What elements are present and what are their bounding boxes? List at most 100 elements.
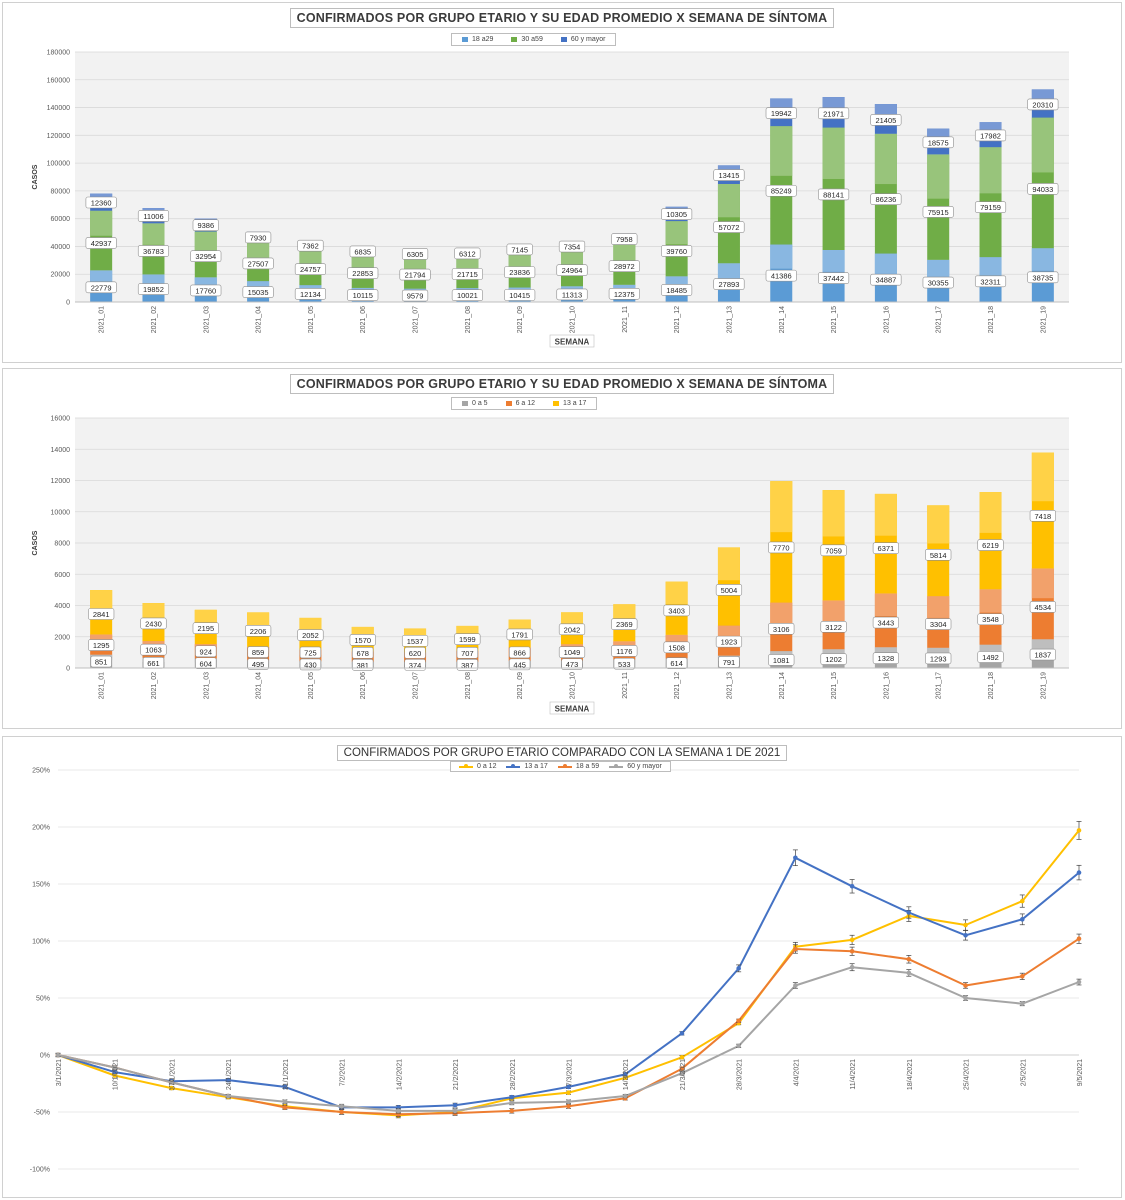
bar-segment-highlight (142, 274, 165, 287)
y-tick-label: 40000 (51, 244, 71, 251)
data-label-box (85, 281, 117, 294)
y-tick-label: 100000 (47, 161, 70, 168)
bar-segment-highlight (822, 97, 845, 110)
data-label-box (85, 196, 117, 209)
x-tick-label: 2021_15 (831, 306, 838, 333)
bar-segment-highlight (927, 154, 950, 199)
data-label: 10115 (353, 291, 373, 300)
data-label: 38735 (1032, 273, 1053, 282)
data-label: 42937 (91, 239, 112, 248)
data-point (793, 946, 798, 952)
x-tick-label: 2021_17 (936, 306, 943, 333)
x-tick-label: 4/4/2021 (793, 1059, 800, 1086)
data-label-box (137, 283, 170, 295)
data-label-box (611, 618, 638, 630)
data-point (1019, 898, 1025, 904)
data-label: 1293 (930, 654, 947, 663)
data-point (1076, 936, 1082, 942)
data-label-box (870, 273, 902, 286)
data-label-box (506, 628, 533, 641)
bar-segment-highlight (874, 647, 897, 656)
y-tick-label: 250% (32, 768, 50, 775)
bar-segment-highlight (874, 104, 897, 117)
x-tick-label: 2021_15 (831, 672, 838, 699)
data-point (1076, 870, 1082, 875)
y-tick-label: 10000 (51, 509, 71, 516)
data-label-box (504, 266, 536, 278)
data-point (963, 983, 968, 988)
data-label-box (977, 539, 1004, 551)
x-tick-label: 2021_18 (988, 306, 995, 333)
data-label: 39760 (666, 247, 687, 256)
data-label: 6835 (354, 247, 371, 256)
data-label-box (872, 616, 899, 629)
x-tick-label: 2021_10 (570, 672, 577, 699)
data-label: 1508 (668, 643, 685, 652)
bar-segment-highlight (717, 183, 740, 218)
data-label-box (195, 657, 217, 670)
data-label: 12375 (614, 290, 635, 299)
data-label: 614 (670, 659, 683, 668)
data-label: 2195 (197, 624, 214, 633)
data-label: 1295 (93, 641, 110, 650)
data-label: 7770 (773, 543, 790, 552)
bar-segment-highlight (979, 492, 1002, 533)
bar-segment-highlight (822, 127, 845, 179)
data-label-box (974, 201, 1007, 213)
data-label-box (504, 289, 536, 301)
data-point (1019, 917, 1025, 922)
data-label-box (140, 643, 167, 656)
legend-item: 60 y mayor (609, 763, 662, 770)
x-tick-label: 14/3/2021 (623, 1059, 630, 1090)
x-tick-label: 2021_09 (517, 672, 524, 699)
x-tick-label: 2021_07 (413, 672, 420, 699)
data-label-box (608, 287, 640, 300)
bar-segment-highlight (1031, 639, 1054, 652)
bar-segment-highlight (770, 126, 793, 176)
data-label-box (977, 613, 1004, 626)
data-label: 678 (356, 649, 369, 658)
bar-segment-highlight (665, 581, 688, 605)
data-label-box (90, 655, 112, 668)
data-label-box (1027, 271, 1059, 284)
bar-segment-highlight (247, 281, 270, 290)
x-tick-label: 3/1/2021 (56, 1059, 63, 1086)
x-tick-label: 2021_05 (308, 672, 315, 699)
data-point (963, 995, 968, 1001)
bar-segment-highlight (927, 596, 950, 618)
data-point (112, 1069, 118, 1075)
data-point (736, 966, 741, 971)
bar-segment-highlight (456, 625, 479, 637)
data-point (282, 1084, 288, 1090)
data-label-box (765, 184, 797, 197)
data-point (849, 948, 855, 954)
x-tick-label: 2021_14 (779, 672, 786, 699)
x-tick-label: 2021_12 (674, 306, 681, 333)
data-label-box (611, 233, 638, 245)
bar-segment-highlight (979, 589, 1002, 613)
data-label: 7362 (302, 242, 319, 251)
data-label-box (137, 210, 170, 222)
y-tick-label: 180000 (47, 50, 70, 57)
data-label-box (242, 286, 274, 298)
data-label-box (922, 136, 954, 149)
data-label: 13415 (719, 171, 740, 180)
data-label-box (820, 544, 847, 557)
data-label: 21405 (875, 116, 896, 125)
data-label: 18485 (666, 286, 687, 295)
data-label-box (661, 284, 693, 296)
y-tick-label: 120000 (47, 133, 70, 140)
x-tick-label: 2021_12 (674, 672, 681, 699)
data-point (679, 1066, 685, 1071)
x-tick-label: 2021_09 (517, 306, 524, 333)
x-tick-label: 2021_01 (99, 306, 106, 333)
data-label: 3304 (930, 620, 947, 629)
data-point (736, 1043, 741, 1049)
data-label-box (451, 289, 483, 302)
bar-segment-highlight (351, 256, 374, 270)
data-point (963, 922, 968, 928)
x-tick-label: 2021_11 (622, 672, 629, 699)
y-tick-label: 16000 (51, 416, 71, 423)
bar-segment-highlight (979, 147, 1002, 194)
data-label: 28972 (614, 262, 635, 271)
